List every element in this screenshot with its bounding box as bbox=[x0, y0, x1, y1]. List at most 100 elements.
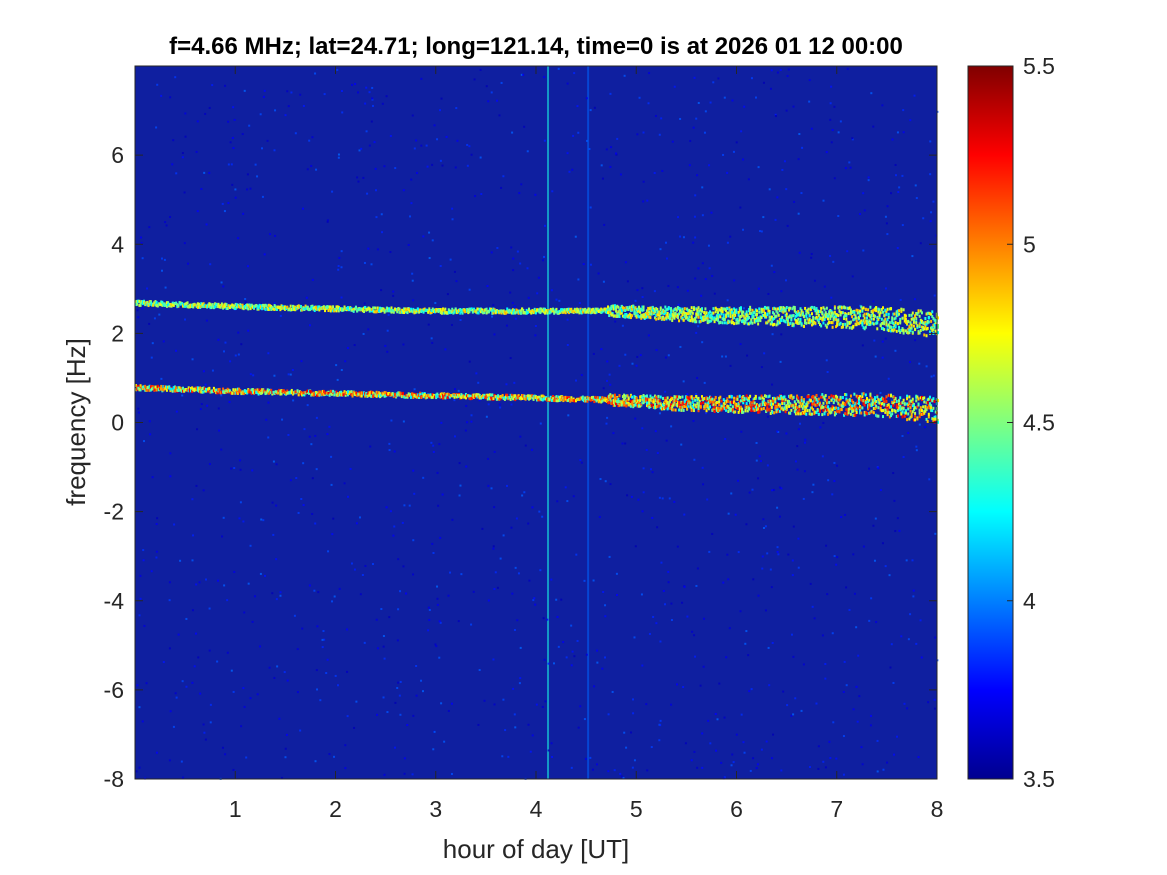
noise-speck bbox=[242, 687, 245, 690]
noise-speck bbox=[514, 566, 517, 569]
trace-cell bbox=[313, 309, 316, 313]
noise-speck bbox=[661, 497, 664, 500]
trace-cell bbox=[673, 400, 676, 404]
trace-cell bbox=[374, 393, 377, 397]
trace-cell bbox=[343, 306, 346, 310]
noise-speck bbox=[524, 444, 527, 447]
trace-cell bbox=[825, 325, 828, 329]
trace-cell bbox=[513, 394, 516, 398]
noise-speck bbox=[922, 217, 925, 220]
trace-cell bbox=[828, 408, 831, 412]
trace-cell bbox=[506, 310, 509, 314]
noise-speck bbox=[263, 89, 266, 92]
noise-speck bbox=[205, 223, 208, 226]
trace-cell bbox=[742, 410, 745, 414]
trace-cell bbox=[726, 321, 729, 325]
trace-cell bbox=[637, 315, 640, 319]
noise-speck bbox=[589, 206, 592, 209]
trace-cell bbox=[240, 304, 243, 308]
trace-cell bbox=[385, 392, 388, 396]
trace-cell bbox=[463, 308, 466, 312]
trace-cell bbox=[521, 307, 524, 311]
trace-cell bbox=[712, 307, 715, 311]
trace-cell bbox=[533, 307, 536, 311]
noise-speck bbox=[670, 619, 673, 622]
trace-cell bbox=[738, 408, 741, 412]
trace-cell bbox=[604, 399, 607, 403]
trace-cell bbox=[890, 329, 893, 333]
trace-cell bbox=[784, 320, 787, 324]
trace-cell bbox=[892, 329, 895, 333]
noise-speck bbox=[835, 757, 838, 760]
noise-speck bbox=[196, 428, 199, 431]
noise-speck bbox=[664, 603, 667, 606]
noise-speck bbox=[371, 563, 374, 566]
trace-cell bbox=[710, 315, 713, 319]
trace-cell bbox=[629, 394, 632, 398]
trace-cell bbox=[639, 395, 642, 399]
noise-speck bbox=[693, 458, 696, 461]
trace-cell bbox=[258, 388, 261, 392]
trace-cell bbox=[662, 308, 665, 312]
trace-cell bbox=[152, 303, 155, 307]
noise-speck bbox=[286, 90, 289, 93]
trace-cell bbox=[200, 388, 203, 392]
noise-speck bbox=[577, 278, 580, 281]
noise-speck bbox=[696, 174, 699, 177]
trace-cell bbox=[823, 313, 826, 317]
noise-speck bbox=[706, 498, 709, 501]
trace-cell bbox=[709, 310, 712, 314]
trace-cell bbox=[909, 328, 912, 332]
noise-speck bbox=[332, 517, 335, 520]
trace-cell bbox=[594, 397, 597, 401]
noise-speck bbox=[776, 71, 779, 74]
trace-cell bbox=[790, 314, 793, 318]
trace-cell bbox=[840, 311, 843, 315]
noise-speck bbox=[441, 164, 444, 167]
trace-cell bbox=[359, 394, 362, 398]
trace-cell bbox=[209, 390, 212, 394]
trace-cell bbox=[531, 394, 534, 398]
trace-cell bbox=[308, 391, 311, 395]
noise-speck bbox=[877, 467, 880, 470]
noise-speck bbox=[779, 68, 782, 71]
noise-speck bbox=[704, 412, 707, 415]
noise-speck bbox=[696, 376, 699, 379]
trace-cell bbox=[471, 393, 474, 397]
trace-cell bbox=[824, 323, 827, 327]
trace-cell bbox=[431, 309, 434, 313]
trace-cell bbox=[753, 320, 756, 324]
noise-speck bbox=[857, 654, 860, 657]
trace-cell bbox=[479, 395, 482, 399]
noise-speck bbox=[583, 718, 586, 721]
trace-cell bbox=[645, 309, 648, 313]
trace-cell bbox=[631, 402, 634, 406]
trace-cell bbox=[254, 390, 257, 394]
trace-cell bbox=[706, 404, 709, 408]
noise-speck bbox=[709, 101, 712, 104]
trace-cell bbox=[635, 311, 638, 315]
trace-cell bbox=[691, 400, 694, 404]
noise-speck bbox=[777, 553, 780, 556]
trace-cell bbox=[718, 321, 721, 325]
trace-cell bbox=[258, 391, 261, 395]
noise-speck bbox=[747, 178, 750, 181]
trace-cell bbox=[713, 409, 716, 413]
noise-speck bbox=[432, 450, 435, 453]
trace-cell bbox=[468, 394, 471, 398]
trace-cell bbox=[679, 406, 682, 410]
noise-speck bbox=[691, 630, 694, 633]
trace-cell bbox=[495, 397, 498, 401]
trace-cell bbox=[251, 305, 254, 309]
trace-cell bbox=[220, 302, 223, 306]
trace-cell bbox=[151, 302, 154, 306]
trace-cell bbox=[841, 311, 844, 315]
trace-cell bbox=[403, 307, 406, 311]
trace-cell bbox=[910, 323, 913, 327]
trace-cell bbox=[656, 404, 659, 408]
trace-cell bbox=[715, 308, 718, 312]
trace-cell bbox=[831, 311, 834, 315]
noise-speck bbox=[246, 173, 249, 176]
trace-cell bbox=[645, 394, 648, 398]
trace-cell bbox=[612, 305, 615, 309]
